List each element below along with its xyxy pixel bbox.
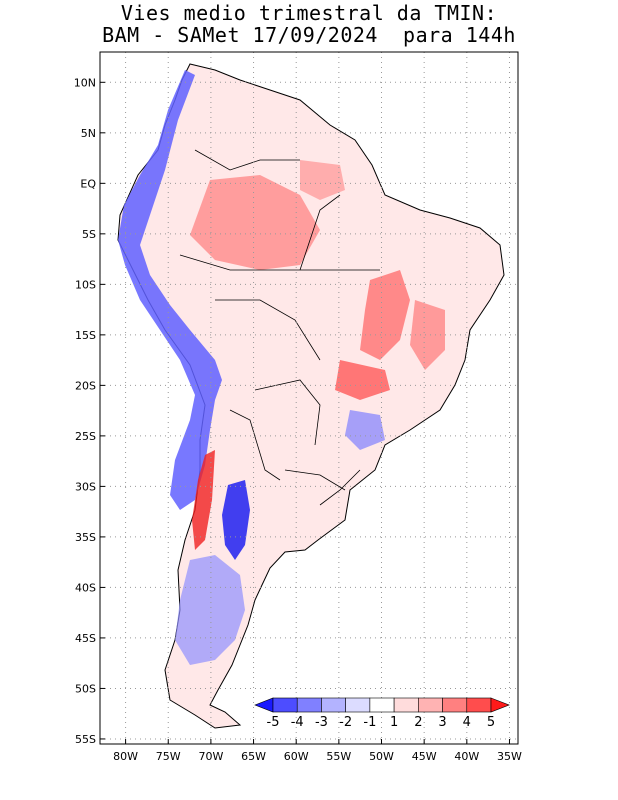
bias-field xyxy=(117,63,505,729)
colorbar-label: -1 xyxy=(363,715,376,730)
lat-tick-label: 35S xyxy=(75,531,96,544)
lat-tick-label: EQ xyxy=(80,177,96,190)
lat-tick-label: 5S xyxy=(82,228,96,241)
lon-tick-label: 55W xyxy=(326,750,351,763)
lat-tick-label: 20S xyxy=(75,379,96,392)
axis-ticks: 10N 5N EQ 5S 10S 15S 20S 25S 30S 35S 40S 45S 50S 55S 8… xyxy=(74,76,522,763)
plot-area xyxy=(100,52,518,744)
title-line-2: BAM - SAMet 17/09/2024 para 144h xyxy=(102,23,516,47)
lat-tick-label: 5N xyxy=(81,127,96,140)
chart-title: Vies medio trimestral da TMIN: BAM - SAM… xyxy=(0,2,618,46)
colorbar: -5 -4 -3 -2 -1 1 2 3 4 5 xyxy=(254,697,510,730)
northeast-warm xyxy=(410,300,445,370)
colorbar-swatch xyxy=(466,697,492,713)
lon-tick-label: 45W xyxy=(412,750,437,763)
colorbar-swatch xyxy=(418,697,443,713)
colorbar-label: 2 xyxy=(414,715,422,730)
lon-tick-label: 60W xyxy=(284,750,309,763)
lat-tick-label: 40S xyxy=(75,581,96,594)
lat-tick-label: 10N xyxy=(74,76,96,89)
colorbar-swatch xyxy=(393,697,419,713)
lat-tick-label: 45S xyxy=(75,632,96,645)
chile-warm-strip xyxy=(192,450,215,550)
map-frame xyxy=(99,51,519,745)
lon-tick-label: 35W xyxy=(497,750,522,763)
lat-tick-label: 30S xyxy=(75,480,96,493)
lon-tick-label: 75W xyxy=(156,750,181,763)
patagonia-cold xyxy=(175,555,245,665)
title-line-1: Vies medio trimestral da TMIN: xyxy=(120,1,498,25)
lat-tick-label: 25S xyxy=(75,430,96,443)
colorbar-label: -4 xyxy=(291,715,304,730)
lon-tick-label: 65W xyxy=(241,750,266,763)
colorbar-label: 3 xyxy=(438,715,446,730)
colorbar-label: 4 xyxy=(463,715,471,730)
argentina-cold xyxy=(222,480,250,560)
colorbar-swatch xyxy=(369,697,395,713)
south-cold-patch xyxy=(345,410,385,450)
colorbar-swatch xyxy=(442,697,468,713)
graticule xyxy=(100,52,518,744)
colorbar-swatch xyxy=(321,697,346,713)
guiana-warm xyxy=(300,160,345,200)
lat-tick-label: 10S xyxy=(75,278,96,291)
colorbar-max-arrow xyxy=(490,697,510,713)
lat-tick-label: 50S xyxy=(75,682,96,695)
lat-tick-label: 15S xyxy=(75,329,96,342)
amazon-warm xyxy=(190,175,320,270)
southeast-warm xyxy=(335,360,390,400)
colorbar-swatch xyxy=(345,697,371,713)
colorbar-swatch xyxy=(296,697,322,713)
colorbar-label: -2 xyxy=(339,715,352,730)
lat-tick-label: 55S xyxy=(75,733,96,746)
colorbar-swatch xyxy=(272,697,298,713)
lon-tick-label: 40W xyxy=(454,750,479,763)
colorbar-label: 5 xyxy=(487,715,495,730)
colorbar-label: -3 xyxy=(315,715,328,730)
lon-tick-label: 50W xyxy=(369,750,394,763)
central-brazil-warm xyxy=(360,270,410,360)
colorbar-label: 1 xyxy=(390,715,398,730)
colorbar-label: -5 xyxy=(267,715,280,730)
country-borders xyxy=(179,149,380,506)
lon-tick-label: 80W xyxy=(113,750,138,763)
lon-tick-label: 70W xyxy=(198,750,223,763)
colorbar-min-arrow xyxy=(254,697,274,713)
andes-cold-strip xyxy=(118,70,222,510)
